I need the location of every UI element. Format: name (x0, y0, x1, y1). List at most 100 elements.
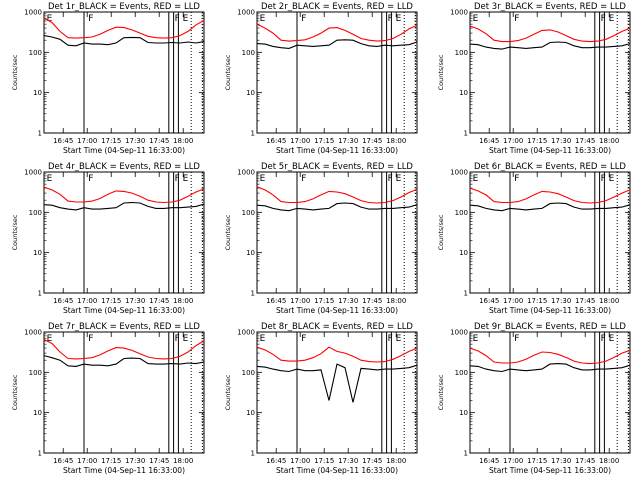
marker-label: E (260, 334, 266, 344)
marker-label: F (514, 334, 519, 344)
panel-5: Det 5r_BLACK = Events, RED = LLD 1 10 100 10… (224, 162, 418, 315)
y-tick-label: 10 (459, 409, 468, 417)
x-tick-label: 17:30 (338, 297, 358, 305)
panel-title: Det 3r_BLACK = Events, RED = LLD (474, 2, 626, 12)
x-tick-label: 18:00 (173, 457, 193, 465)
y-axis-label: Counts/sec (437, 54, 445, 90)
events-series-line (43, 355, 205, 367)
marker-label: E (47, 334, 53, 344)
panel-title: Det 1r_BLACK = Events, RED = LLD (48, 2, 200, 12)
panel-title: Det 7r_BLACK = Events, RED = LLD (48, 322, 200, 332)
events-series-line (256, 39, 418, 49)
panel-9: Det 9r_BLACK = Events, RED = LLD 1 10 100 10… (437, 322, 631, 475)
marker-label: F (88, 334, 93, 344)
y-tick-label: 10 (459, 89, 468, 97)
marker-label: F (175, 334, 180, 344)
x-tick-label: 17:00 (77, 297, 97, 305)
x-tick-label: 17:00 (503, 137, 523, 145)
panel-title: Det 5r_BLACK = Events, RED = LLD (261, 162, 413, 172)
x-axis-label: Start Time (04-Sep-11 16:33:00) (63, 466, 185, 475)
y-tick-label: 1000 (237, 9, 255, 17)
marker-label: F (601, 174, 606, 184)
x-tick-label: 18:00 (599, 457, 619, 465)
marker-label: E (260, 174, 266, 184)
x-tick-label: 18:00 (173, 297, 193, 305)
x-axis-label: Start Time (04-Sep-11 16:33:00) (276, 466, 398, 475)
x-tick-label: 16:45 (479, 457, 499, 465)
x-tick-label: 18:00 (599, 297, 619, 305)
y-tick-label: 1000 (237, 329, 255, 337)
marker-label: E (473, 334, 479, 344)
x-tick-label: 16:45 (266, 457, 286, 465)
plot-frame (43, 171, 205, 294)
y-tick-label: 1 (251, 450, 255, 458)
y-axis-label: Counts/sec (11, 54, 19, 90)
x-tick-label: 17:00 (77, 137, 97, 145)
x-tick-label: 17:30 (551, 297, 571, 305)
y-tick-label: 1 (251, 290, 255, 298)
events-series-line (469, 202, 631, 212)
y-tick-label: 100 (29, 49, 42, 57)
y-tick-label: 1 (38, 130, 42, 138)
x-tick-label: 17:45 (149, 137, 169, 145)
marker-label: E (396, 174, 402, 184)
y-tick-label: 100 (455, 209, 468, 217)
plot-frame (256, 11, 418, 134)
events-series-line (43, 201, 205, 211)
x-tick-label: 17:15 (101, 137, 121, 145)
x-tick-label: 17:45 (575, 137, 595, 145)
y-tick-label: 10 (246, 409, 255, 417)
y-axis-label: Counts/sec (224, 54, 232, 90)
marker-label: E (183, 174, 189, 184)
x-tick-label: 17:45 (362, 137, 382, 145)
plot-frame (43, 331, 205, 454)
x-tick-label: 17:45 (149, 457, 169, 465)
marker-label: E (183, 334, 189, 344)
x-tick-label: 17:30 (338, 137, 358, 145)
events-series-line (469, 41, 631, 50)
x-tick-label: 17:00 (503, 297, 523, 305)
y-axis-label: Counts/sec (11, 214, 19, 250)
x-tick-label: 17:30 (551, 457, 571, 465)
plot-frame (469, 331, 631, 454)
marker-label: F (88, 174, 93, 184)
lld-series-line (43, 186, 205, 204)
y-axis-label: Counts/sec (437, 214, 445, 250)
x-tick-label: 16:45 (266, 137, 286, 145)
plot-frame (256, 331, 418, 454)
x-tick-label: 17:30 (551, 137, 571, 145)
marker-label: E (396, 334, 402, 344)
y-tick-label: 1 (464, 450, 468, 458)
marker-label: E (260, 14, 266, 24)
marker-label: F (388, 14, 393, 24)
marker-label: F (388, 174, 393, 184)
y-tick-label: 100 (29, 369, 42, 377)
y-axis-label: Counts/sec (437, 374, 445, 410)
x-tick-label: 16:45 (53, 457, 73, 465)
x-tick-label: 17:30 (125, 457, 145, 465)
y-tick-label: 10 (246, 89, 255, 97)
y-tick-label: 10 (33, 249, 42, 257)
marker-label: F (175, 174, 180, 184)
panel-title: Det 6r_BLACK = Events, RED = LLD (474, 162, 626, 172)
y-tick-label: 10 (246, 249, 255, 257)
x-tick-label: 17:00 (290, 137, 310, 145)
panel-title: Det 8r_BLACK = Events, RED = LLD (261, 322, 413, 332)
marker-label: E (47, 174, 53, 184)
x-tick-label: 16:45 (479, 137, 499, 145)
x-tick-label: 18:00 (599, 137, 619, 145)
marker-label: E (609, 14, 615, 24)
marker-label: E (609, 334, 615, 344)
y-tick-label: 10 (33, 409, 42, 417)
y-tick-label: 1 (38, 450, 42, 458)
marker-label: E (183, 14, 189, 24)
events-series-line (256, 363, 418, 403)
x-tick-label: 17:30 (338, 457, 358, 465)
marker-label: E (473, 174, 479, 184)
events-series-line (256, 202, 418, 212)
x-tick-label: 18:00 (386, 457, 406, 465)
panel-title: Det 9r_BLACK = Events, RED = LLD (474, 322, 626, 332)
lld-series-line (43, 339, 205, 360)
events-series-line (43, 35, 205, 47)
